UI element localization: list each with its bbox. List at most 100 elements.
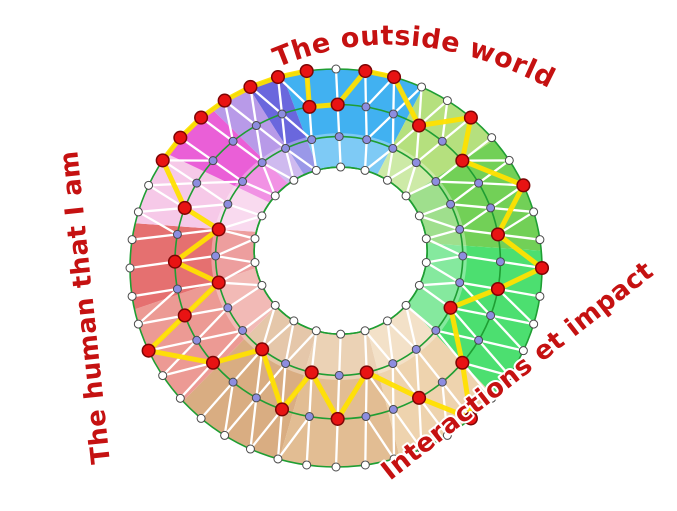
node[interactable] xyxy=(223,303,233,313)
node[interactable] xyxy=(172,284,182,294)
highlight-node[interactable] xyxy=(243,79,258,95)
highlight-node[interactable] xyxy=(490,281,505,297)
node[interactable] xyxy=(401,300,411,310)
node[interactable] xyxy=(133,207,143,217)
node[interactable] xyxy=(388,109,398,119)
highlight-node[interactable] xyxy=(217,93,232,108)
node[interactable] xyxy=(361,102,371,112)
node[interactable] xyxy=(437,136,447,146)
node[interactable] xyxy=(336,162,346,172)
highlight-node[interactable] xyxy=(412,390,427,405)
node[interactable] xyxy=(360,460,370,470)
node[interactable] xyxy=(251,121,261,131)
highlight-node[interactable] xyxy=(358,63,373,79)
node[interactable] xyxy=(437,377,447,387)
node[interactable] xyxy=(334,132,344,142)
node[interactable] xyxy=(192,335,202,345)
node[interactable] xyxy=(474,335,484,345)
node[interactable] xyxy=(486,310,496,320)
node[interactable] xyxy=(458,251,468,261)
node[interactable] xyxy=(414,280,424,290)
node[interactable] xyxy=(250,257,260,267)
node[interactable] xyxy=(421,234,431,244)
node[interactable] xyxy=(175,393,185,403)
node[interactable] xyxy=(495,257,505,267)
highlight-node[interactable] xyxy=(299,63,314,79)
highlight-node[interactable] xyxy=(141,343,156,358)
node[interactable] xyxy=(504,371,514,381)
node[interactable] xyxy=(270,191,280,201)
node[interactable] xyxy=(208,156,218,166)
node[interactable] xyxy=(127,235,137,245)
sector[interactable] xyxy=(167,109,289,203)
node[interactable] xyxy=(388,143,398,153)
node[interactable] xyxy=(245,444,255,454)
node[interactable] xyxy=(388,404,398,414)
node[interactable] xyxy=(238,177,248,187)
node[interactable] xyxy=(446,199,456,209)
node[interactable] xyxy=(535,235,545,245)
sector[interactable] xyxy=(282,69,424,175)
highlight-node[interactable] xyxy=(194,110,209,125)
highlight-node[interactable] xyxy=(211,275,226,290)
node[interactable] xyxy=(518,346,528,356)
highlight-node[interactable] xyxy=(330,97,345,112)
node[interactable] xyxy=(334,370,344,380)
node[interactable] xyxy=(487,133,497,143)
highlight-node[interactable] xyxy=(443,300,458,315)
node[interactable] xyxy=(257,158,267,168)
node[interactable] xyxy=(270,300,280,310)
node[interactable] xyxy=(331,462,341,472)
highlight-node[interactable] xyxy=(359,365,374,380)
highlight-node[interactable] xyxy=(463,411,478,426)
node[interactable] xyxy=(125,263,135,273)
node[interactable] xyxy=(411,344,421,354)
node[interactable] xyxy=(228,136,238,146)
highlight-node[interactable] xyxy=(274,402,290,417)
highlight-node[interactable] xyxy=(167,254,182,269)
highlight-node[interactable] xyxy=(270,70,286,85)
node[interactable] xyxy=(431,325,441,335)
node[interactable] xyxy=(455,224,465,234)
highlight-node[interactable] xyxy=(455,153,470,168)
highlight-node[interactable] xyxy=(463,110,478,125)
node[interactable] xyxy=(388,359,398,369)
node[interactable] xyxy=(474,178,484,188)
node[interactable] xyxy=(257,280,267,290)
highlight-node[interactable] xyxy=(255,342,270,357)
node[interactable] xyxy=(273,454,283,464)
node[interactable] xyxy=(172,229,182,239)
highlight-node[interactable] xyxy=(177,308,192,323)
node[interactable] xyxy=(455,278,465,288)
node[interactable] xyxy=(529,319,539,329)
node[interactable] xyxy=(360,165,370,175)
highlight-node[interactable] xyxy=(490,227,505,242)
node[interactable] xyxy=(211,251,221,261)
node[interactable] xyxy=(417,444,427,454)
highlight-node[interactable] xyxy=(516,178,531,193)
highlight-node[interactable] xyxy=(455,355,470,370)
node[interactable] xyxy=(238,325,248,335)
node[interactable] xyxy=(311,165,321,175)
highlight-node[interactable] xyxy=(304,365,319,380)
highlight-node[interactable] xyxy=(302,99,317,114)
highlight-node[interactable] xyxy=(211,222,226,237)
node[interactable] xyxy=(414,211,424,221)
node[interactable] xyxy=(127,291,137,301)
node[interactable] xyxy=(220,430,230,440)
node[interactable] xyxy=(277,109,287,119)
sector[interactable] xyxy=(130,223,257,310)
node[interactable] xyxy=(302,460,312,470)
node[interactable] xyxy=(304,412,314,422)
node[interactable] xyxy=(228,377,238,387)
node[interactable] xyxy=(331,64,341,74)
highlight-node[interactable] xyxy=(177,200,192,215)
node[interactable] xyxy=(196,413,206,423)
node[interactable] xyxy=(487,393,497,403)
highlight-node[interactable] xyxy=(205,355,221,370)
node[interactable] xyxy=(289,175,299,185)
node[interactable] xyxy=(223,199,233,209)
node[interactable] xyxy=(336,329,346,339)
node[interactable] xyxy=(486,203,496,213)
node[interactable] xyxy=(257,211,267,221)
